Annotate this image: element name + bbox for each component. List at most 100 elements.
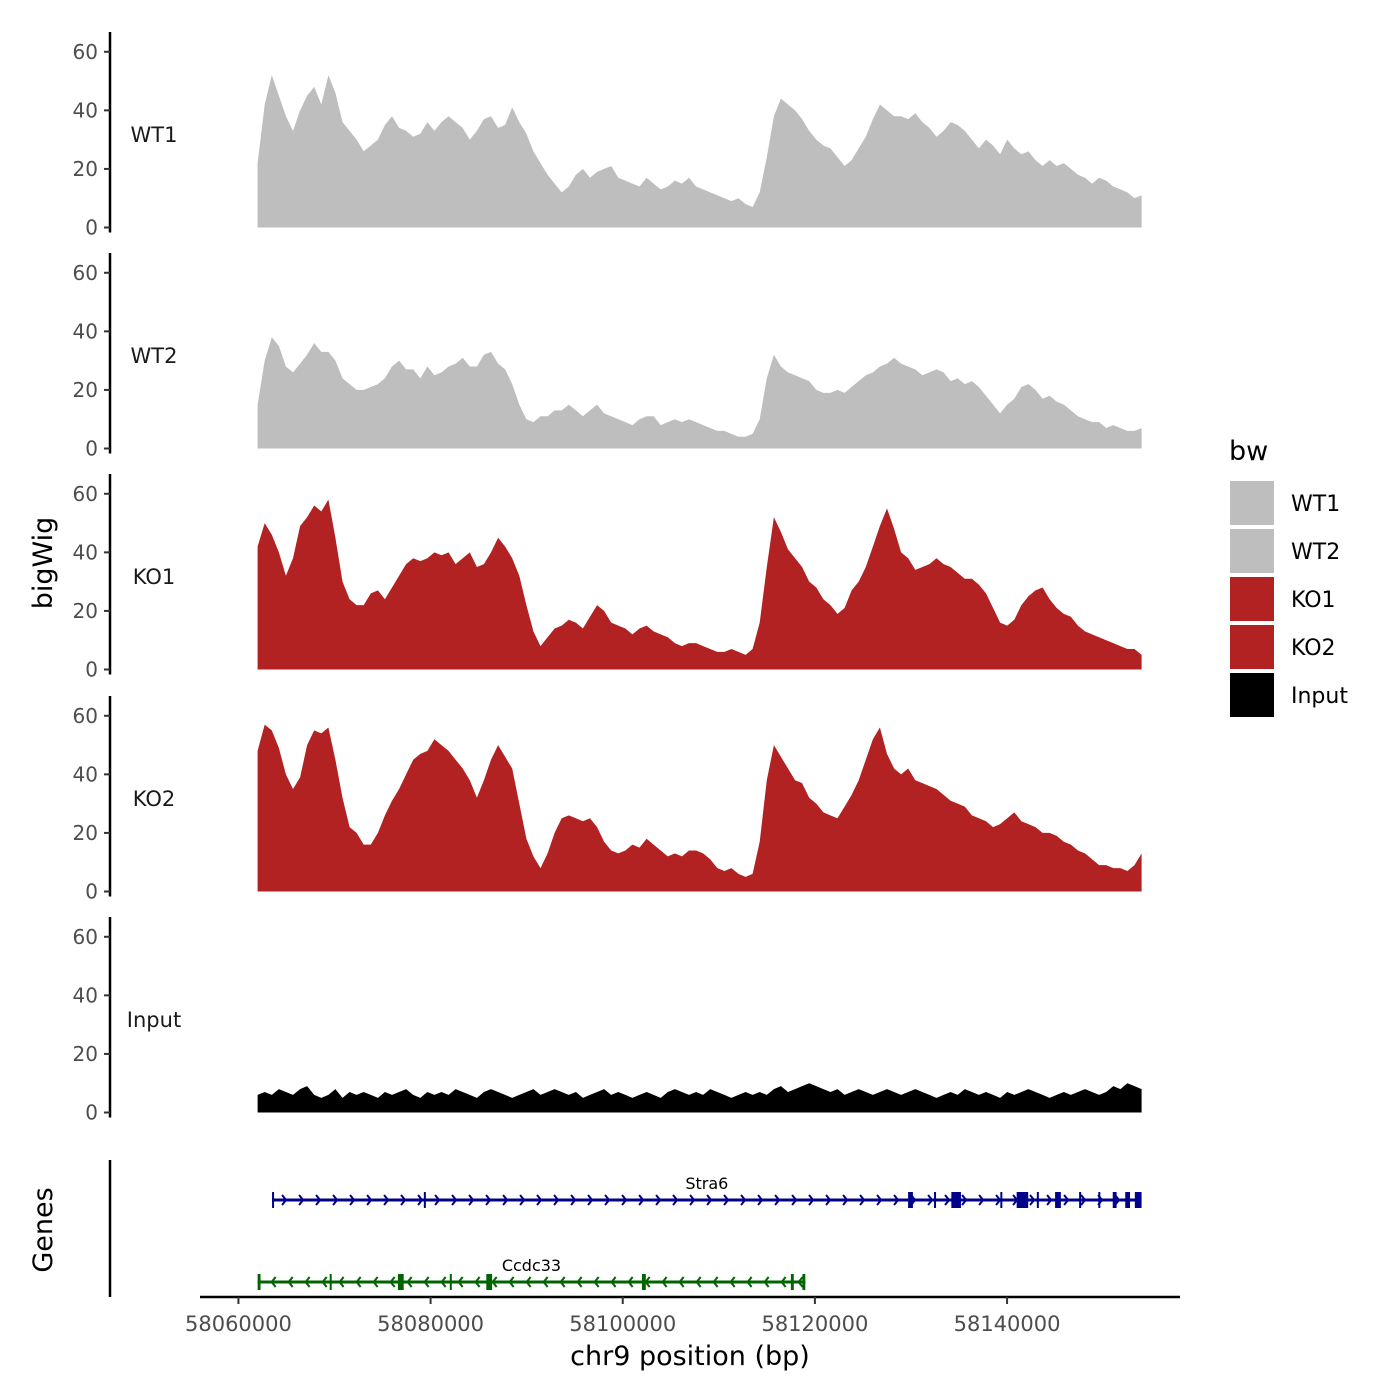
exon xyxy=(802,1274,806,1290)
strand-arrow xyxy=(553,1194,560,1206)
legend-label-input: Input xyxy=(1291,684,1348,709)
y-tick-label: 20 xyxy=(73,821,98,845)
y-tick-label: 40 xyxy=(73,98,98,122)
strand-arrow xyxy=(610,1276,617,1288)
y-tick-label: 40 xyxy=(73,983,98,1007)
track-label: WT2 xyxy=(131,344,178,368)
exon xyxy=(423,1192,426,1208)
exon xyxy=(1098,1192,1101,1208)
strand-arrow xyxy=(434,1194,441,1206)
exon xyxy=(951,1192,961,1208)
strand-arrow xyxy=(859,1194,866,1206)
strand-arrow xyxy=(791,1194,798,1206)
exon xyxy=(934,1192,937,1208)
panel-ko2: 0 20 40 60 KO2 xyxy=(73,696,1142,904)
strand-arrow xyxy=(451,1194,458,1206)
legend: bw WT1 WT2 KO1 KO2 Input xyxy=(1229,436,1348,717)
y-tick-label: 60 xyxy=(73,261,98,285)
y-tick-label: 0 xyxy=(85,658,98,682)
strand-arrow xyxy=(661,1276,668,1288)
strand-arrow xyxy=(423,1276,430,1288)
strand-arrow xyxy=(281,1194,288,1206)
strand-arrow xyxy=(808,1194,815,1206)
legend-label-wt1: WT1 xyxy=(1291,492,1340,517)
strand-arrow xyxy=(315,1194,322,1206)
strand-arrow xyxy=(706,1194,713,1206)
exon xyxy=(486,1274,493,1290)
track-label: WT1 xyxy=(131,123,178,147)
strand-arrow xyxy=(689,1194,696,1206)
y-tick-label: 0 xyxy=(85,216,98,240)
strand-arrow xyxy=(338,1276,345,1288)
strand-arrow xyxy=(366,1194,373,1206)
y-tick-label: 20 xyxy=(73,599,98,623)
exon xyxy=(1134,1192,1142,1208)
gene-stra6: Stra6 xyxy=(272,1174,1142,1208)
x-tick-label: 58140000 xyxy=(954,1312,1061,1336)
strand-arrow xyxy=(723,1194,730,1206)
track-panels: 0 20 40 60 WT1 0 20 40 60 WT2 0 20 40 60 KO1 0 20 40 60 KO2… xyxy=(73,32,1142,1125)
strand-arrow xyxy=(491,1276,498,1288)
exon xyxy=(641,1274,646,1290)
strand-arrow xyxy=(570,1194,577,1206)
strand-arrow xyxy=(678,1276,685,1288)
y-tick-label: 40 xyxy=(73,540,98,564)
track-label: KO1 xyxy=(133,565,176,589)
x-tick-label: 58120000 xyxy=(761,1312,868,1336)
exon xyxy=(1000,1192,1003,1208)
x-axis: 58060000 58080000 58100000 58120000 58140000 xyxy=(185,1295,1180,1336)
coverage-area-wt2 xyxy=(257,337,1142,449)
legend-label-wt2: WT2 xyxy=(1291,540,1340,565)
strand-arrow xyxy=(400,1194,407,1206)
legend-key-wt1 xyxy=(1230,481,1274,525)
exon xyxy=(257,1274,261,1290)
track-label: Input xyxy=(127,1008,181,1032)
strand-arrow xyxy=(593,1276,600,1288)
strand-arrow xyxy=(757,1194,764,1206)
strand-arrow xyxy=(712,1276,719,1288)
genes-axis-title: Genes xyxy=(28,1187,59,1272)
y-tick-label: 0 xyxy=(85,1101,98,1125)
strand-arrow xyxy=(474,1276,481,1288)
legend-key-ko1 xyxy=(1230,577,1274,621)
strand-arrow xyxy=(1063,1194,1070,1206)
strand-arrow xyxy=(576,1276,583,1288)
exon xyxy=(397,1274,404,1290)
strand-arrow xyxy=(321,1276,328,1288)
y-tick-label: 60 xyxy=(73,704,98,728)
exon xyxy=(272,1192,275,1208)
track-label: KO2 xyxy=(133,787,176,811)
strand-arrow xyxy=(389,1276,396,1288)
strand-arrow xyxy=(1080,1194,1087,1206)
strand-arrow xyxy=(893,1194,900,1206)
y-tick-label: 20 xyxy=(73,378,98,402)
strand-arrow xyxy=(763,1276,770,1288)
exon xyxy=(1079,1192,1082,1208)
strand-arrow xyxy=(417,1194,424,1206)
coverage-area-ko1 xyxy=(257,499,1142,670)
legend-label-ko2: KO2 xyxy=(1291,636,1336,661)
exon xyxy=(1112,1192,1117,1208)
strand-arrow xyxy=(349,1194,356,1206)
strand-arrow xyxy=(621,1194,628,1206)
strand-arrow xyxy=(876,1194,883,1206)
x-tick-label: 58080000 xyxy=(377,1312,484,1336)
exon xyxy=(908,1192,913,1208)
strand-arrow xyxy=(1046,1194,1053,1206)
strand-arrow xyxy=(695,1276,702,1288)
strand-arrow xyxy=(355,1276,362,1288)
strand-arrow xyxy=(587,1194,594,1206)
panel-input: 0 20 40 60 Input xyxy=(73,917,1142,1125)
panel-wt1: 0 20 40 60 WT1 xyxy=(73,32,1142,240)
strand-arrow xyxy=(406,1276,413,1288)
strand-arrow xyxy=(502,1194,509,1206)
legend-title: bw xyxy=(1229,436,1268,467)
coverage-area-wt1 xyxy=(257,75,1142,228)
y-axis-title: bigWig xyxy=(28,517,59,610)
x-tick-label: 58060000 xyxy=(185,1312,292,1336)
x-tick-label: 58100000 xyxy=(569,1312,676,1336)
y-tick-label: 20 xyxy=(73,157,98,181)
strand-arrow xyxy=(519,1194,526,1206)
exon xyxy=(790,1274,794,1290)
